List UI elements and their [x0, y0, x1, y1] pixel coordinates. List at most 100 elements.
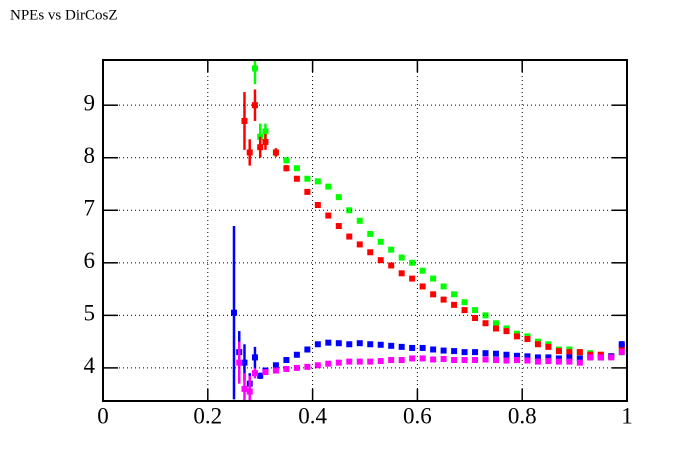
point: [493, 357, 499, 364]
point: [482, 312, 489, 319]
point: [440, 296, 447, 303]
point: [493, 325, 499, 332]
point: [409, 344, 416, 351]
point: [377, 358, 384, 365]
point: [461, 307, 468, 314]
point: [283, 365, 290, 372]
point: [272, 367, 279, 374]
point: [388, 342, 395, 349]
point: [451, 301, 458, 308]
point: [293, 175, 300, 182]
point: [231, 309, 237, 316]
point: [440, 347, 447, 354]
point: [304, 346, 311, 353]
point: [451, 357, 458, 364]
x-tick-label: 0.8: [508, 403, 537, 428]
point: [482, 356, 489, 363]
point: [335, 359, 342, 366]
point: [346, 233, 353, 240]
point: [482, 350, 489, 357]
point: [356, 358, 363, 365]
point: [356, 217, 363, 224]
point: [524, 357, 531, 364]
y-tick-label: 9: [84, 90, 96, 115]
point: [430, 275, 437, 282]
point: [482, 320, 489, 327]
point: [241, 385, 248, 392]
point: [555, 348, 562, 355]
point: [618, 349, 625, 356]
y-tick-label: 4: [84, 353, 96, 378]
point: [388, 357, 395, 364]
point: [262, 128, 269, 135]
x-tick-label: 0.4: [298, 403, 327, 428]
point: [377, 257, 384, 264]
point: [461, 357, 468, 364]
point: [246, 388, 253, 395]
point: [325, 360, 332, 367]
point: [251, 65, 258, 72]
point: [524, 353, 531, 360]
y-tick-label: 5: [84, 301, 96, 326]
y-tick-label: 8: [84, 143, 96, 168]
point: [503, 357, 510, 364]
point: [419, 355, 426, 362]
point: [398, 254, 405, 261]
point: [283, 165, 290, 172]
point: [461, 299, 468, 306]
point: [272, 362, 279, 369]
point: [304, 363, 311, 370]
point: [555, 358, 562, 365]
point: [293, 364, 300, 371]
point: [608, 354, 615, 361]
point: [440, 283, 447, 290]
x-tick-label: 0.6: [403, 403, 432, 428]
point: [241, 117, 248, 124]
point: [576, 349, 583, 356]
point: [419, 267, 426, 274]
point: [576, 355, 583, 362]
point: [618, 341, 625, 348]
point: [335, 194, 342, 201]
point: [409, 355, 416, 362]
point: [377, 341, 384, 348]
point: [314, 202, 321, 209]
point: [346, 341, 353, 348]
point: [262, 138, 269, 145]
point: [367, 230, 374, 237]
point: [367, 341, 374, 348]
point: [251, 354, 258, 361]
point: [545, 358, 552, 365]
point: [419, 344, 426, 351]
point: [346, 358, 353, 365]
point: [545, 343, 552, 350]
point: [241, 359, 248, 366]
point: [409, 259, 416, 266]
point: [493, 320, 499, 327]
point: [262, 369, 269, 376]
point: [430, 346, 437, 353]
point: [314, 362, 321, 369]
x-tick-label: 0: [97, 403, 109, 428]
point: [346, 207, 353, 214]
point: [325, 212, 332, 219]
point: [367, 249, 374, 256]
point: [555, 355, 562, 362]
point: [451, 291, 458, 298]
point: [472, 357, 479, 364]
frame: [102, 59, 628, 402]
point: [283, 357, 290, 364]
point: [283, 157, 290, 164]
point: [524, 336, 531, 342]
point: [419, 283, 426, 290]
x-tick-label: 0.2: [193, 403, 222, 428]
point: [534, 341, 541, 348]
point: [440, 355, 447, 362]
point: [314, 341, 321, 348]
point: [513, 357, 520, 364]
point: [388, 262, 395, 269]
y-tick-label: 7: [84, 196, 96, 221]
point: [304, 188, 311, 195]
chart-title: NPEs vs DirCosZ: [10, 7, 118, 23]
